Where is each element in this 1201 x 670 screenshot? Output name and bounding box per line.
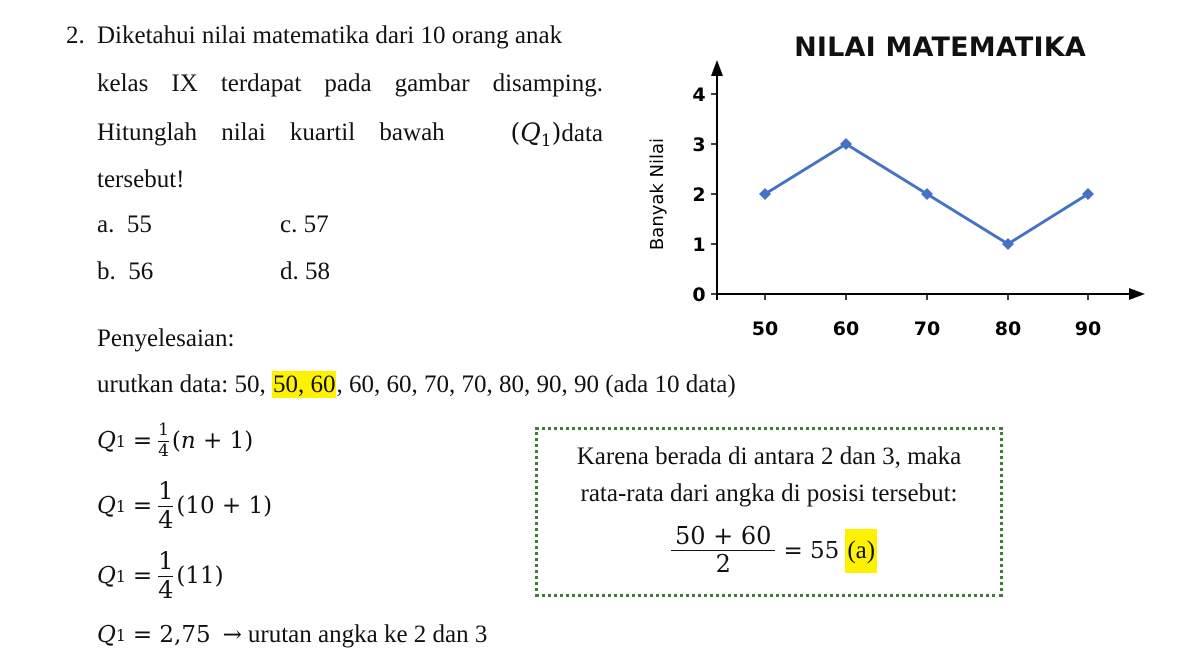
line-chart: NILAI MATEMATIKA 0 1 2 3 4 50 60 70 80 90 Banyak N… xyxy=(620,18,1160,363)
question-line-1: Diketahui nilai matematika dari 10 orang… xyxy=(97,22,563,49)
option-b-value: 56 xyxy=(128,258,154,285)
formula-1-eq: = xyxy=(132,428,153,454)
y-tick-label: 0 xyxy=(692,284,705,306)
chart-plot: 0 1 2 3 4 50 60 70 80 90 Banyak Nilai xyxy=(647,60,1145,340)
x-tick-label: 50 xyxy=(752,318,778,340)
x-tick-label: 90 xyxy=(1075,318,1101,340)
option-a: a. 55 xyxy=(97,210,152,240)
data-point xyxy=(759,188,771,200)
question-line-3: Hitunglah nilai kuartil bawah (Q1)data xyxy=(97,118,603,156)
option-c-letter: c. xyxy=(280,211,298,238)
note-result: = 55 xyxy=(783,537,840,564)
q1-symbol: (Q1)data xyxy=(510,118,604,152)
option-b-letter: b. xyxy=(97,258,116,285)
q1-sub: 1 xyxy=(540,131,552,152)
note-line-1: Karena berada di antara 2 dan 3, maka xyxy=(576,443,962,470)
formula-3-den: 4 xyxy=(158,575,174,604)
x-tick-label: 80 xyxy=(995,318,1021,340)
sorted-data-line: urutkan data: 50, 50, 60, 60, 60, 70, 70… xyxy=(97,370,736,400)
y-tick-label: 2 xyxy=(692,184,705,206)
option-a-letter: a. xyxy=(97,211,115,238)
note-answer: (a) xyxy=(845,528,878,573)
option-b: b. 56 xyxy=(97,257,153,287)
note-den: 2 xyxy=(715,550,731,579)
data-point xyxy=(1082,188,1094,200)
question-line-4: tersebut! xyxy=(97,166,185,193)
x-tick-label: 70 xyxy=(914,318,940,340)
formula-4-eq: = 2,75 xyxy=(132,622,211,648)
sorted-data-prefix: urutkan data: 50, xyxy=(97,371,272,398)
y-axis-label: Banyak Nilai xyxy=(647,138,668,250)
formula-2-sub: 1 xyxy=(115,496,126,516)
formula-1-close: + 1) xyxy=(195,428,254,454)
sorted-data-suffix: , 60, 60, 70, 70, 80, 90, 90 (ada 10 dat… xyxy=(336,371,736,398)
arrow-icon: → xyxy=(222,622,242,648)
formula-1-den: 4 xyxy=(158,440,169,461)
formula-3-rest: (11) xyxy=(176,563,224,589)
formula-1-num: 1 xyxy=(158,419,169,440)
data-point xyxy=(1002,238,1014,250)
formula-2-q: Q xyxy=(97,493,116,519)
formula-3-q: Q xyxy=(97,563,116,589)
note-formula: 50 + 60 2 = 55 (a) xyxy=(668,522,878,579)
option-d-letter: d. xyxy=(280,258,299,285)
formula-1-sub: 1 xyxy=(115,431,126,451)
formula-3-eq: = xyxy=(132,563,153,589)
option-c: c. 57 xyxy=(280,210,329,240)
formula-4-text: urutan angka ke 2 dan 3 xyxy=(247,621,488,648)
formula-3-num: 1 xyxy=(158,547,174,576)
y-tick-label: 4 xyxy=(692,84,705,106)
option-a-value: 55 xyxy=(126,211,152,238)
note-box: Karena berada di antara 2 dan 3, maka ra… xyxy=(535,427,1003,597)
formula-2-rest: (10 + 1) xyxy=(176,493,273,519)
data-point xyxy=(921,188,933,200)
solution-heading: Penyelesaian: xyxy=(97,325,235,352)
sorted-data-highlight: 50, 60 xyxy=(271,371,337,398)
formula-1-n: n xyxy=(180,428,196,454)
formula-4-q: Q xyxy=(97,622,116,648)
formula-1-q: Q xyxy=(97,428,116,454)
y-axis-arrow-icon xyxy=(711,60,723,76)
y-tick-label: 3 xyxy=(692,134,705,156)
formula-2-num: 1 xyxy=(158,477,174,506)
chart-title: NILAI MATEMATIKA xyxy=(794,32,1086,63)
note-num: 50 + 60 xyxy=(675,522,772,550)
formula-2-den: 4 xyxy=(158,505,174,534)
option-c-value: 57 xyxy=(303,211,329,238)
x-tick-label: 60 xyxy=(833,318,859,340)
formula-2-eq: = xyxy=(132,493,153,519)
note-line-2: rata-rata dari angka di posisi tersebut: xyxy=(580,480,958,507)
q1-var: Q xyxy=(520,118,541,147)
data-point xyxy=(840,138,852,150)
option-d: d. 58 xyxy=(280,257,330,287)
question-number: 2. xyxy=(66,22,85,49)
formula-3-sub: 1 xyxy=(115,566,126,586)
question-line-3-text: Hitunglah nilai kuartil bawah xyxy=(97,119,445,146)
option-d-value: 58 xyxy=(305,258,330,285)
note-fraction: 50 + 60 2 xyxy=(671,522,776,579)
question-line-2: kelas IX terdapat pada gambar disamping. xyxy=(97,70,603,97)
x-axis-arrow-icon xyxy=(1129,288,1145,300)
formula-4-sub: 1 xyxy=(115,625,126,645)
question-line-3-end: data xyxy=(561,120,603,147)
formula-1-open: ( xyxy=(171,428,181,454)
y-tick-label: 1 xyxy=(692,234,705,256)
